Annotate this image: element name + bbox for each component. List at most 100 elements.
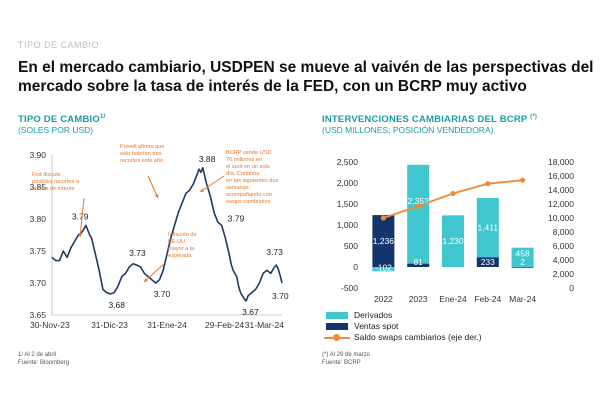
right-chart-title-text: INTERVENCIONES CAMBIARIAS DEL BCRP: [322, 114, 528, 126]
legend-dot-swaps: [333, 334, 340, 341]
bar-ventas-spot: [372, 215, 395, 267]
bar-derivados: [372, 267, 395, 272]
annotation-arrow-line: [79, 197, 85, 238]
annotation-arrow-head: [144, 278, 148, 282]
legend-item-derivados: Derivados: [322, 310, 482, 321]
annotation-arrow-head: [200, 188, 204, 192]
left-chart-title-text: TIPO DE CAMBIO: [18, 114, 100, 126]
legend-swatch-derivados: [326, 312, 348, 319]
data-label: 3.67: [242, 307, 259, 317]
y-tick-label: 2,500: [337, 157, 359, 167]
left-chart-subtitle: (SOLES POR USD): [18, 125, 94, 135]
data-label: 3.88: [199, 154, 216, 164]
y-tick-label: 3.90: [29, 150, 46, 160]
annotation-text: esperada: [168, 253, 192, 259]
y2-tick-label: 2,000: [553, 269, 575, 279]
data-label: 3.79: [72, 211, 89, 221]
x-tick-label: 2023: [409, 294, 428, 304]
label-ventas-spot: 1,236: [373, 236, 395, 246]
annotation-text: semanas,: [226, 185, 251, 191]
swaps-point: [380, 215, 386, 221]
label-derivados: 2,352: [408, 196, 430, 206]
data-label: 3.73: [129, 248, 146, 258]
right-chart-subtitle: (USD MILLONES; POSICIÓN VENDEDORA): [322, 125, 494, 135]
y-tick-label: 500: [344, 241, 358, 251]
x-tick-label: 31-Dic-23: [91, 320, 128, 330]
annotation-text: Inflación de: [168, 232, 197, 238]
y2-tick-label: 18,000: [548, 157, 574, 167]
y-tick-label: 1,500: [337, 199, 359, 209]
annotation-arrow-line: [143, 263, 165, 283]
annotation-text: mayor a la: [168, 246, 195, 252]
annotation-text: posibles recortes a: [32, 179, 80, 185]
data-label: 3.79: [228, 213, 245, 223]
swaps-line: [383, 179, 523, 219]
right-footnote-note: (*) Al 29 de marzo: [322, 352, 371, 358]
right-chart-title-sup: (*): [530, 114, 538, 120]
x-tick-label: 2022: [374, 294, 393, 304]
legend-label-derivados: Derivados: [354, 310, 393, 320]
chart-legend: Derivados Ventas spot Saldo swaps cambia…: [322, 310, 482, 343]
y2-tick-label: 10,000: [548, 213, 574, 223]
bar-derivados: [476, 197, 499, 258]
label-ventas-spot: 81: [413, 257, 423, 267]
x-tick-label: 31-Ene-24: [147, 320, 187, 330]
annotation-text: el spot en un solo: [226, 164, 270, 170]
x-tick-label: 31-Mar-24: [245, 320, 284, 330]
annotation-text: EE.UU.: [168, 239, 187, 245]
data-label: 3.68: [108, 300, 125, 310]
bar-derivados: [407, 164, 430, 264]
y2-tick-label: 6,000: [553, 241, 575, 251]
legend-label-ventas: Ventas spot: [354, 321, 399, 331]
data-label: 3.70: [272, 291, 289, 301]
label-ventas-spot: 2: [520, 257, 525, 267]
annotation-text: 76 millones en: [226, 157, 262, 163]
annotation-text: solo habrían tres: [120, 151, 162, 157]
y-tick-label: -500: [341, 283, 358, 293]
right-footnote: (*) Al 29 de marzo Fuente: BCRP: [322, 352, 370, 367]
swaps-point: [415, 203, 421, 209]
y2-tick-label: 8,000: [553, 227, 575, 237]
y-tick-label: 1,000: [337, 220, 359, 230]
annotation-text: en las siguientes dos: [226, 178, 278, 184]
annotation-text: swaps cambiarios: [226, 199, 271, 205]
x-tick-label: Mar-24: [509, 294, 536, 304]
label-derivados: 1,230: [442, 236, 464, 246]
swaps-point: [450, 190, 456, 197]
x-tick-label: 29-Feb-24: [205, 320, 244, 330]
x-tick-label: Feb-24: [474, 294, 501, 304]
annotation-text: recortes este año: [120, 158, 163, 164]
section-tag: TIPO DE CAMBIO: [18, 40, 100, 50]
y-tick-label: 2,000: [337, 178, 359, 188]
bar-ventas-spot: [511, 266, 534, 268]
label-derivados: -102: [375, 262, 392, 272]
y-tick-label: 3.85: [29, 182, 46, 192]
annotation-arrow-head: [78, 233, 83, 237]
bar-derivados: [442, 215, 464, 267]
y2-tick-label: 0: [569, 283, 574, 293]
annotation-text: Powell afirma que: [120, 144, 164, 150]
annotation-arrow-line: [199, 175, 225, 193]
data-label: 3.73: [266, 247, 283, 257]
x-tick-label: 30-Nov-23: [30, 320, 70, 330]
label-ventas-spot: 233: [481, 257, 495, 267]
annotation-text: día. Continúa: [226, 171, 260, 177]
interventions-chart: 2,500 2,000 1,500 1,000 500 0 -500 18,000 16,000…: [337, 157, 575, 304]
page-title: En el mercado cambiario, USDPEN se mueve…: [18, 59, 594, 95]
y-tick-label: 3.75: [29, 246, 46, 256]
label-derivados: 1,411: [477, 223, 498, 233]
swaps-point: [520, 177, 526, 183]
y2-tick-label: 4,000: [553, 255, 575, 265]
data-label: 3.70: [154, 289, 171, 299]
label-derivados: 458: [516, 249, 530, 259]
x-tick-label: Ene-24: [439, 294, 467, 304]
y-tick-label: 0: [353, 262, 358, 272]
bar-derivados: [511, 247, 534, 267]
y-tick-label: 3.70: [29, 278, 46, 288]
annotation-text: Fed discute: [32, 172, 61, 178]
